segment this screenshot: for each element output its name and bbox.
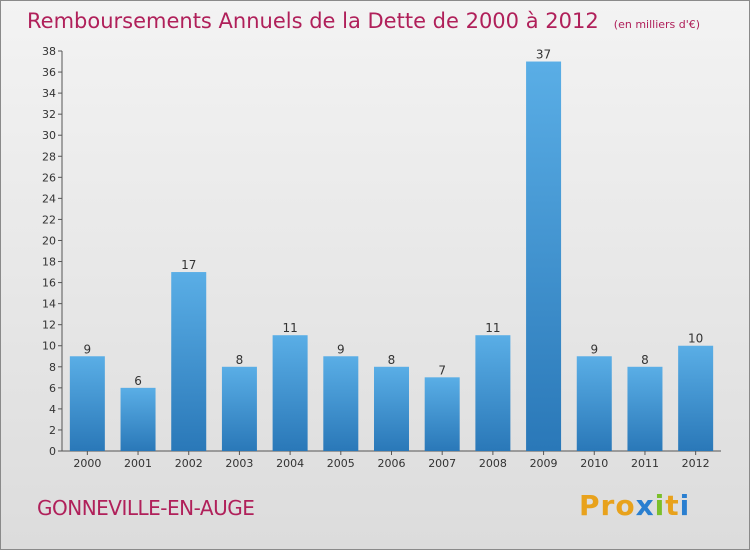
bar [272,335,308,451]
bar [678,345,714,451]
logo-letter: P [579,489,601,522]
y-tick-label: 12 [42,319,56,332]
chart-unit: (en milliers d'€) [613,18,701,31]
x-tick-label: 2000 [73,457,101,470]
bar-value-label: 8 [236,353,244,367]
bar-value-label: 9 [590,342,598,356]
y-tick-label: 24 [42,192,56,205]
x-tick-label: 2001 [124,457,152,470]
y-tick-label: 6 [49,382,56,395]
x-tick-label: 2009 [530,457,558,470]
bar [120,387,156,451]
y-tick-label: 16 [42,277,56,290]
x-tick-label: 2006 [378,457,406,470]
logo-letter: r [600,489,616,522]
bar-value-label: 10 [688,332,703,346]
y-tick-label: 34 [42,87,56,100]
y-tick-label: 20 [42,234,56,247]
bar [69,356,105,451]
y-tick-label: 30 [42,129,56,142]
bar-value-label: 37 [536,48,551,62]
y-tick-label: 28 [42,150,56,163]
logo-letter: x [635,489,655,522]
x-tick-label: 2003 [225,457,253,470]
bar-value-label: 9 [84,342,92,356]
bar-value-label: 8 [388,353,396,367]
x-tick-label: 2011 [631,457,659,470]
bar [424,377,460,451]
y-tick-label: 10 [42,340,56,353]
proxiti-logo: Proxiti [579,489,690,522]
bar [374,366,409,451]
y-tick-label: 8 [49,361,56,374]
x-tick-label: 2005 [327,457,355,470]
bar-value-label: 7 [438,363,446,377]
y-tick-label: 18 [42,256,56,269]
x-tick-label: 2008 [479,457,507,470]
bar-value-label: 11 [282,321,297,335]
y-tick-label: 36 [42,66,56,79]
bar [475,335,511,451]
chart-title: Remboursements Annuels de la Dette de 20… [27,9,599,33]
y-tick-label: 14 [42,298,56,311]
y-tick-label: 2 [49,424,56,437]
logo-letter: i [654,489,666,522]
bar [171,272,207,451]
y-tick-label: 32 [42,108,56,121]
logo-letter: i [679,489,691,522]
x-tick-label: 2010 [580,457,608,470]
bar [576,356,612,451]
bar [323,356,359,451]
x-tick-label: 2007 [428,457,456,470]
logo-letter: t [665,489,680,522]
x-tick-label: 2012 [682,457,710,470]
y-tick-label: 22 [42,213,56,226]
bar-value-label: 9 [337,342,345,356]
y-tick-label: 4 [49,403,56,416]
y-tick-label: 26 [42,171,56,184]
bar-value-label: 8 [641,353,649,367]
y-tick-label: 38 [42,45,56,58]
chart-title-block: Remboursements Annuels de la Dette de 20… [27,9,700,33]
y-tick-label: 0 [49,445,56,458]
x-tick-label: 2004 [276,457,304,470]
bar-value-label: 17 [181,258,196,272]
bar [627,366,663,451]
logo-letter: o [615,489,636,522]
bar-value-label: 6 [134,374,142,388]
bar [221,366,257,451]
bar-value-label: 11 [485,321,500,335]
bar [526,61,562,452]
x-tick-label: 2002 [175,457,203,470]
commune-name: GONNEVILLE-EN-AUGE [37,496,255,520]
